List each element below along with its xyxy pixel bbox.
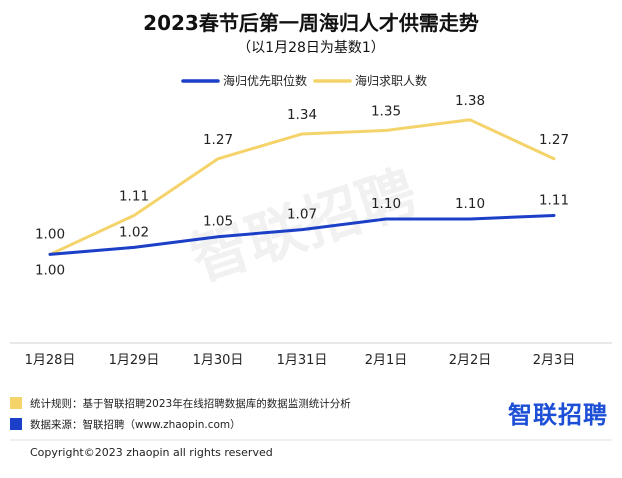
note-swatch-source	[10, 418, 22, 430]
data-label-positions-4: 1.10	[371, 196, 401, 212]
data-label-seekers-3: 1.34	[287, 107, 317, 123]
brand-logo-text: 智联招聘	[508, 401, 608, 429]
x-tick-label-4: 2月1日	[365, 353, 408, 368]
x-tick-label-5: 2月2日	[449, 353, 492, 368]
x-tick-label-2: 1月30日	[193, 353, 244, 368]
data-label-seekers-5: 1.38	[455, 93, 485, 109]
x-tick-label-1: 1月29日	[109, 353, 160, 368]
data-label-seekers-1: 1.11	[119, 188, 149, 204]
legend: 海归优先职位数 海归求职人数	[181, 73, 427, 88]
data-label-positions-6: 1.11	[539, 192, 569, 208]
x-tick-label-6: 2月3日	[533, 353, 576, 368]
x-tick-label-0: 1月28日	[25, 353, 76, 368]
series-line-positions	[48, 213, 556, 256]
legend-label-positions: 海归优先职位数	[223, 73, 307, 88]
copyright-text: Copyright©2023 zhaopin all rights reserv…	[30, 446, 273, 459]
chart-title: 2023春节后第一周海归人才供需走势	[143, 11, 479, 35]
x-axis-ticks: 1月28日 1月29日 1月30日 1月31日 2月1日 2月2日 2月3日	[25, 353, 576, 368]
data-label-positions-3: 1.07	[287, 207, 317, 223]
note-text-rule: 统计规则：基于智联招聘2023年在线招聘数据库的数据监测统计分析	[30, 397, 351, 410]
legend-label-seekers: 海归求职人数	[355, 73, 427, 88]
data-label-seekers-4: 1.35	[371, 103, 401, 119]
data-label-positions-5: 1.10	[455, 196, 485, 212]
series-line-seekers	[48, 118, 556, 256]
data-label-seekers-0: 1.00	[35, 226, 65, 242]
x-tick-label-3: 1月31日	[277, 353, 328, 368]
chart-subtitle: （以1月28日为基数1）	[237, 39, 385, 56]
data-label-seekers-6: 1.27	[539, 132, 569, 148]
data-label-positions-2: 1.05	[203, 214, 233, 230]
note-text-source: 数据来源：智联招聘（www.zhaopin.com）	[30, 418, 241, 431]
data-label-positions-0: 1.00	[35, 262, 65, 278]
note-swatch-rule	[10, 397, 22, 409]
plot-area: 1.00 1.11 1.27 1.34 1.35 1.38 1.27 1.00 1.02 1.05…	[35, 93, 569, 279]
data-label-seekers-2: 1.27	[203, 132, 233, 148]
data-label-positions-1: 1.02	[119, 224, 149, 240]
